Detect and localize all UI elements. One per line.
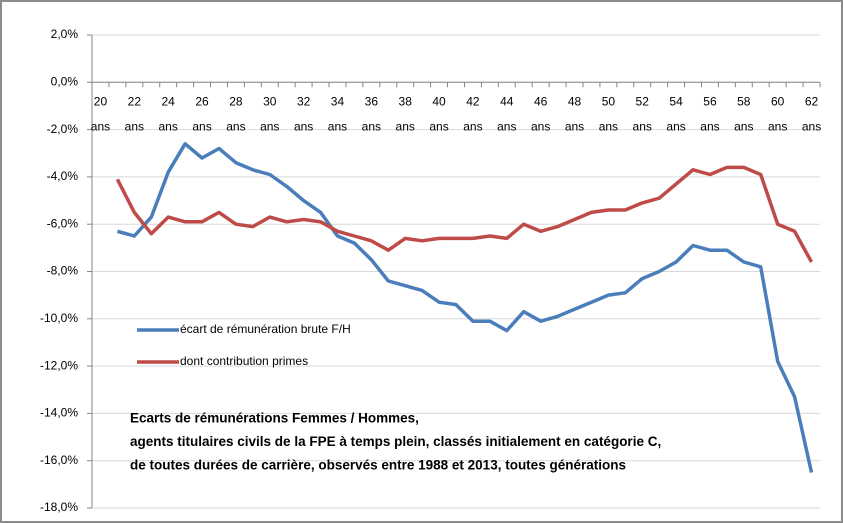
legend-label: écart de rémunération brute F/H	[180, 322, 351, 336]
x-tick-label: 22 ans	[125, 94, 144, 133]
annotation: Ecarts de rémunérations Femmes / Hommes,	[130, 411, 419, 426]
x-tick-label: 54 ans	[666, 94, 685, 133]
y-tick-label: -16,0%	[40, 453, 78, 467]
x-tick-label: 24 ans	[159, 94, 178, 133]
y-tick-label: -14,0%	[40, 406, 78, 420]
x-tick-label: 34 ans	[328, 94, 347, 133]
series-line	[115, 165, 814, 263]
x-tick-label: 38 ans	[396, 94, 415, 133]
y-tick-label: 2,0%	[51, 27, 79, 41]
x-tick-label: 52 ans	[633, 94, 652, 133]
y-tick-label: -10,0%	[40, 311, 78, 325]
x-tick-label: 32 ans	[294, 94, 313, 133]
y-tick-label: -4,0%	[47, 169, 79, 183]
y-tick-label: -2,0%	[47, 122, 79, 136]
y-tick-label: 0,0%	[51, 74, 79, 88]
x-tick-label: 26 ans	[192, 94, 211, 133]
x-tick-label: 62 ans	[802, 94, 821, 133]
x-tick-label: 30 ans	[260, 94, 279, 133]
x-tick-label: 56 ans	[700, 94, 719, 133]
y-tick-label: -8,0%	[47, 264, 79, 278]
y-tick-label: -6,0%	[47, 216, 79, 230]
y-tick-label: -18,0%	[40, 500, 78, 514]
x-tick-label: 28 ans	[226, 94, 245, 133]
x-tick-label: 36 ans	[362, 94, 381, 133]
legend-label: dont contribution primes	[180, 354, 308, 368]
x-tick-label: 20 ans	[91, 94, 110, 133]
x-tick-label: 58 ans	[734, 94, 753, 133]
y-tick-label: -12,0%	[40, 358, 78, 372]
x-tick-label: 40 ans	[429, 94, 448, 133]
annotation: de toutes durées de carrière, observés e…	[130, 458, 626, 473]
x-tick-label: 44 ans	[497, 94, 516, 133]
annotation: agents titulaires civils de la FPE à tem…	[130, 434, 661, 449]
x-tick-label: 46 ans	[531, 94, 550, 133]
series-line	[116, 142, 814, 473]
x-tick-label: 42 ans	[463, 94, 482, 133]
x-tick-label: 50 ans	[599, 94, 618, 133]
x-tick-label: 48 ans	[565, 94, 584, 133]
x-tick-label: 60 ans	[768, 94, 787, 133]
